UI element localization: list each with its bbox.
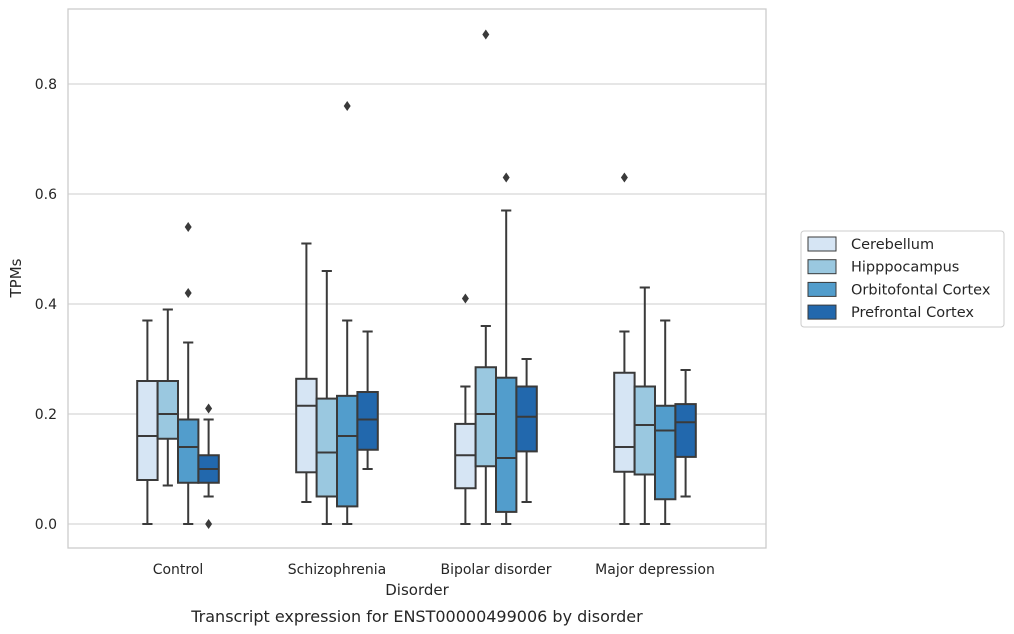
x-axis-label: Disorder xyxy=(385,581,449,599)
box-rect xyxy=(633,385,656,476)
y-axis-label: TPMs xyxy=(7,258,25,298)
box-2-3 xyxy=(515,358,538,503)
outlier-point xyxy=(482,29,490,40)
box-1-3 xyxy=(356,330,379,470)
box-rect xyxy=(654,404,677,501)
box-0-3 xyxy=(197,403,220,529)
box-rect xyxy=(295,377,318,474)
box-3-3 xyxy=(674,369,697,498)
legend-swatch xyxy=(807,304,837,320)
x-tick-label: Major depression xyxy=(595,562,715,578)
legend-label: Orbitofontal Cortex xyxy=(851,282,991,298)
legend-swatch xyxy=(807,259,837,275)
box-rect xyxy=(315,397,339,498)
outlier-point xyxy=(461,293,469,304)
box-rect xyxy=(674,403,697,458)
legend-swatch xyxy=(807,281,837,297)
y-tick-label: 0.2 xyxy=(35,407,57,423)
legend-label: Prefrontal Cortex xyxy=(851,305,974,321)
box-0-2 xyxy=(177,222,200,525)
legend-swatch xyxy=(807,236,837,252)
outlier-point xyxy=(343,101,351,111)
y-tick-label: 0.8 xyxy=(35,77,57,93)
box-rect xyxy=(356,391,379,451)
box-rect xyxy=(136,380,159,481)
box-1-0 xyxy=(295,242,318,503)
x-tick-labels: Control Schizophrenia Bipolar disorder Majo… xyxy=(153,562,715,578)
box-2-1 xyxy=(474,29,498,525)
legend-label: Hipppocampus xyxy=(851,260,959,276)
figure-caption: Transcript expression for ENST0000049900… xyxy=(190,607,643,626)
box-0-0 xyxy=(136,319,159,525)
outlier-point xyxy=(620,172,628,183)
box-rect xyxy=(515,385,538,453)
legend-label: Cerebellum xyxy=(851,237,934,253)
plot-frame xyxy=(67,8,767,549)
y-tick-labels: 0.0 0.2 0.4 0.6 0.8 xyxy=(35,77,57,533)
box-3-1 xyxy=(633,286,656,525)
box-1-2 xyxy=(336,101,359,525)
x-tick-label: Schizophrenia xyxy=(288,562,386,578)
box-rect xyxy=(613,371,636,473)
x-tick-label: Control xyxy=(153,562,204,578)
box-3-0 xyxy=(613,172,636,525)
outlier-point xyxy=(205,403,213,414)
x-tick-label: Bipolar disorder xyxy=(440,562,551,578)
legend-frame xyxy=(800,230,1005,328)
y-tick-label: 0.0 xyxy=(35,517,57,533)
outlier-point xyxy=(184,222,192,232)
y-tick-label: 0.6 xyxy=(35,187,57,203)
box-rect xyxy=(177,418,200,484)
box-rect xyxy=(495,376,518,513)
outlier-point xyxy=(205,519,213,529)
outlier-point xyxy=(184,288,192,298)
box-0-1 xyxy=(156,308,180,487)
box-rect xyxy=(474,366,498,468)
box-rect xyxy=(156,380,180,440)
legend: Cerebellum Hipppocampus Orbitofontal Corte… xyxy=(800,230,1005,328)
box-3-2 xyxy=(654,319,677,525)
box-rect xyxy=(336,394,359,508)
outlier-point xyxy=(502,172,510,183)
y-tick-label: 0.4 xyxy=(35,297,57,313)
box-series xyxy=(136,29,697,529)
